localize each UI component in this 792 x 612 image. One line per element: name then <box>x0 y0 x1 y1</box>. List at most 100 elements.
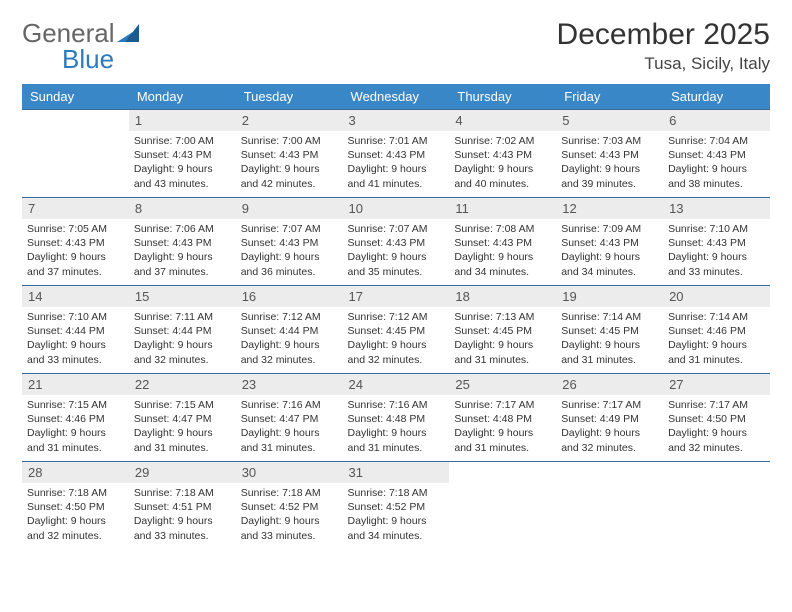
day-details: Sunrise: 7:04 AMSunset: 4:43 PMDaylight:… <box>663 131 770 195</box>
calendar-table: SundayMondayTuesdayWednesdayThursdayFrid… <box>22 84 770 550</box>
calendar-cell: 4Sunrise: 7:02 AMSunset: 4:43 PMDaylight… <box>449 110 556 198</box>
day-details: Sunrise: 7:09 AMSunset: 4:43 PMDaylight:… <box>556 219 663 283</box>
calendar-cell: 13Sunrise: 7:10 AMSunset: 4:43 PMDayligh… <box>663 198 770 286</box>
day-number: 7 <box>22 198 129 219</box>
calendar-row: 7Sunrise: 7:05 AMSunset: 4:43 PMDaylight… <box>22 198 770 286</box>
day-details: Sunrise: 7:07 AMSunset: 4:43 PMDaylight:… <box>343 219 450 283</box>
day-number: 19 <box>556 286 663 307</box>
calendar-cell: 28Sunrise: 7:18 AMSunset: 4:50 PMDayligh… <box>22 462 129 550</box>
day-header: Monday <box>129 84 236 110</box>
day-details: Sunrise: 7:10 AMSunset: 4:44 PMDaylight:… <box>22 307 129 371</box>
day-details: Sunrise: 7:15 AMSunset: 4:47 PMDaylight:… <box>129 395 236 459</box>
day-details: Sunrise: 7:12 AMSunset: 4:45 PMDaylight:… <box>343 307 450 371</box>
day-number: 1 <box>129 110 236 131</box>
calendar-cell: .. <box>22 110 129 198</box>
day-details: Sunrise: 7:18 AMSunset: 4:52 PMDaylight:… <box>236 483 343 547</box>
day-number: 29 <box>129 462 236 483</box>
calendar-row: 21Sunrise: 7:15 AMSunset: 4:46 PMDayligh… <box>22 374 770 462</box>
day-number: 5 <box>556 110 663 131</box>
location: Tusa, Sicily, Italy <box>557 54 770 74</box>
day-header: Saturday <box>663 84 770 110</box>
day-details: Sunrise: 7:14 AMSunset: 4:46 PMDaylight:… <box>663 307 770 371</box>
calendar-cell: 3Sunrise: 7:01 AMSunset: 4:43 PMDaylight… <box>343 110 450 198</box>
day-number: 20 <box>663 286 770 307</box>
calendar-cell: 19Sunrise: 7:14 AMSunset: 4:45 PMDayligh… <box>556 286 663 374</box>
day-details: Sunrise: 7:16 AMSunset: 4:47 PMDaylight:… <box>236 395 343 459</box>
day-number: 6 <box>663 110 770 131</box>
day-number: 17 <box>343 286 450 307</box>
calendar-cell: 17Sunrise: 7:12 AMSunset: 4:45 PMDayligh… <box>343 286 450 374</box>
day-number: 30 <box>236 462 343 483</box>
day-number: 14 <box>22 286 129 307</box>
day-details: Sunrise: 7:07 AMSunset: 4:43 PMDaylight:… <box>236 219 343 283</box>
day-number: 12 <box>556 198 663 219</box>
day-number: 24 <box>343 374 450 395</box>
calendar-cell: 14Sunrise: 7:10 AMSunset: 4:44 PMDayligh… <box>22 286 129 374</box>
day-number: 25 <box>449 374 556 395</box>
day-details: Sunrise: 7:17 AMSunset: 4:49 PMDaylight:… <box>556 395 663 459</box>
calendar-cell: 9Sunrise: 7:07 AMSunset: 4:43 PMDaylight… <box>236 198 343 286</box>
calendar-cell: 12Sunrise: 7:09 AMSunset: 4:43 PMDayligh… <box>556 198 663 286</box>
day-number: 16 <box>236 286 343 307</box>
day-details: Sunrise: 7:18 AMSunset: 4:51 PMDaylight:… <box>129 483 236 547</box>
day-details: Sunrise: 7:00 AMSunset: 4:43 PMDaylight:… <box>236 131 343 195</box>
calendar-cell: .. <box>556 462 663 550</box>
calendar-cell: 29Sunrise: 7:18 AMSunset: 4:51 PMDayligh… <box>129 462 236 550</box>
day-header: Tuesday <box>236 84 343 110</box>
day-number: 31 <box>343 462 450 483</box>
calendar-cell: 7Sunrise: 7:05 AMSunset: 4:43 PMDaylight… <box>22 198 129 286</box>
day-number: 28 <box>22 462 129 483</box>
calendar-cell: 20Sunrise: 7:14 AMSunset: 4:46 PMDayligh… <box>663 286 770 374</box>
day-number: 23 <box>236 374 343 395</box>
day-details: Sunrise: 7:17 AMSunset: 4:50 PMDaylight:… <box>663 395 770 459</box>
calendar-cell: 30Sunrise: 7:18 AMSunset: 4:52 PMDayligh… <box>236 462 343 550</box>
day-header: Wednesday <box>343 84 450 110</box>
day-number: 22 <box>129 374 236 395</box>
calendar-cell: 16Sunrise: 7:12 AMSunset: 4:44 PMDayligh… <box>236 286 343 374</box>
day-number: 3 <box>343 110 450 131</box>
day-details: Sunrise: 7:18 AMSunset: 4:52 PMDaylight:… <box>343 483 450 547</box>
day-number: 13 <box>663 198 770 219</box>
day-details: Sunrise: 7:12 AMSunset: 4:44 PMDaylight:… <box>236 307 343 371</box>
logo-line2: Blue <box>22 44 114 75</box>
calendar-cell: 25Sunrise: 7:17 AMSunset: 4:48 PMDayligh… <box>449 374 556 462</box>
day-number: 27 <box>663 374 770 395</box>
day-number: 26 <box>556 374 663 395</box>
day-number: 18 <box>449 286 556 307</box>
calendar-cell: .. <box>663 462 770 550</box>
day-details: Sunrise: 7:03 AMSunset: 4:43 PMDaylight:… <box>556 131 663 195</box>
day-number: 9 <box>236 198 343 219</box>
calendar-cell: 21Sunrise: 7:15 AMSunset: 4:46 PMDayligh… <box>22 374 129 462</box>
calendar-cell: 8Sunrise: 7:06 AMSunset: 4:43 PMDaylight… <box>129 198 236 286</box>
day-header: Thursday <box>449 84 556 110</box>
title-block: December 2025 Tusa, Sicily, Italy <box>557 18 770 74</box>
day-details: Sunrise: 7:00 AMSunset: 4:43 PMDaylight:… <box>129 131 236 195</box>
calendar-cell: 27Sunrise: 7:17 AMSunset: 4:50 PMDayligh… <box>663 374 770 462</box>
day-number: 4 <box>449 110 556 131</box>
calendar-cell: 18Sunrise: 7:13 AMSunset: 4:45 PMDayligh… <box>449 286 556 374</box>
logo-triangle-icon <box>117 18 139 49</box>
calendar-head: SundayMondayTuesdayWednesdayThursdayFrid… <box>22 84 770 110</box>
calendar-cell: 1Sunrise: 7:00 AMSunset: 4:43 PMDaylight… <box>129 110 236 198</box>
day-number: 8 <box>129 198 236 219</box>
day-number: 2 <box>236 110 343 131</box>
day-number: 11 <box>449 198 556 219</box>
day-details: Sunrise: 7:06 AMSunset: 4:43 PMDaylight:… <box>129 219 236 283</box>
calendar-cell: 2Sunrise: 7:00 AMSunset: 4:43 PMDaylight… <box>236 110 343 198</box>
day-details: Sunrise: 7:08 AMSunset: 4:43 PMDaylight:… <box>449 219 556 283</box>
day-header: Friday <box>556 84 663 110</box>
calendar-cell: 26Sunrise: 7:17 AMSunset: 4:49 PMDayligh… <box>556 374 663 462</box>
calendar-cell: 15Sunrise: 7:11 AMSunset: 4:44 PMDayligh… <box>129 286 236 374</box>
calendar-row: 28Sunrise: 7:18 AMSunset: 4:50 PMDayligh… <box>22 462 770 550</box>
day-details: Sunrise: 7:10 AMSunset: 4:43 PMDaylight:… <box>663 219 770 283</box>
calendar-body: ..1Sunrise: 7:00 AMSunset: 4:43 PMDaylig… <box>22 110 770 550</box>
calendar-cell: .. <box>449 462 556 550</box>
logo-text-2: Blue <box>62 44 114 75</box>
calendar-row: ..1Sunrise: 7:00 AMSunset: 4:43 PMDaylig… <box>22 110 770 198</box>
day-details: Sunrise: 7:05 AMSunset: 4:43 PMDaylight:… <box>22 219 129 283</box>
calendar-cell: 22Sunrise: 7:15 AMSunset: 4:47 PMDayligh… <box>129 374 236 462</box>
day-number: 15 <box>129 286 236 307</box>
day-details: Sunrise: 7:01 AMSunset: 4:43 PMDaylight:… <box>343 131 450 195</box>
header: General December 2025 Tusa, Sicily, Ital… <box>22 18 770 74</box>
day-details: Sunrise: 7:18 AMSunset: 4:50 PMDaylight:… <box>22 483 129 547</box>
